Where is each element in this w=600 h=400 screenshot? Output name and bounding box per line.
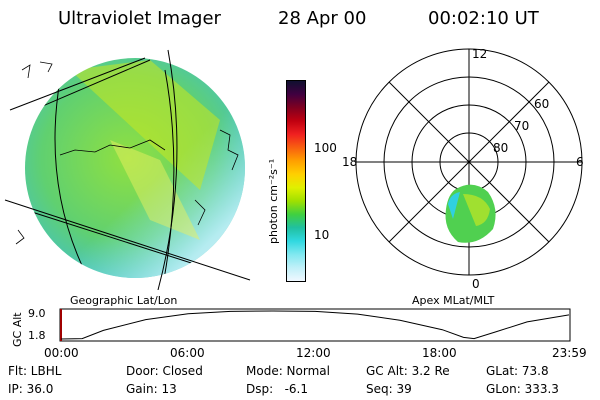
seq-info: Seq: 39	[366, 382, 412, 396]
colorbar-label: photon cm⁻²s⁻¹	[267, 159, 280, 244]
mode-info: Mode: Normal	[246, 364, 330, 378]
altitude-plot: GC Alt 9.0 1.8	[11, 307, 571, 347]
altitude-plot-frame	[59, 308, 571, 342]
altitude-ylabel: GC Alt	[11, 312, 24, 347]
mlt-label-12: 12	[472, 47, 487, 61]
time-label: 00:02:10 UT	[428, 8, 539, 29]
mlt-label-18: 18	[342, 155, 357, 169]
geo-auroral-image	[25, 58, 245, 278]
geo-image-panel	[4, 49, 251, 290]
mlt-label-0: 0	[472, 277, 480, 291]
glat-info: GLat: 73.8	[486, 364, 549, 378]
geo-panel-label: Geographic Lat/Lon	[70, 294, 178, 307]
apex-polar-plot: 12 0 18 6 60 70 80	[342, 47, 584, 291]
colorbar	[286, 80, 306, 282]
filter-info: Flt: LBHL	[8, 364, 62, 378]
gain-info: Gain: 13	[126, 382, 177, 396]
date-label: 28 Apr 00	[278, 8, 367, 29]
altitude-xtick-4: 23:59	[552, 346, 587, 360]
svg-text:photon cm⁻²s⁻¹: photon cm⁻²s⁻¹	[267, 159, 280, 244]
gc-alt-info: GC Alt: 3.2 Re	[366, 364, 450, 378]
altitude-ytick-9: 9.0	[28, 307, 46, 320]
altitude-xtick-0: 00:00	[44, 346, 79, 360]
apex-auroral-oval	[445, 184, 496, 243]
ip-info: IP: 36.0	[8, 382, 54, 396]
altitude-series-line	[60, 310, 570, 340]
door-info: Door: Closed	[126, 364, 203, 378]
altitude-ytick-1.8: 1.8	[28, 329, 46, 342]
mlt-label-6: 6	[576, 155, 584, 169]
colorbar-gradient	[287, 81, 305, 281]
colorbar-tick-100: 100	[314, 141, 337, 155]
mlat-label-80: 80	[493, 141, 508, 155]
altitude-xtick-1: 06:00	[170, 346, 205, 360]
mlat-label-60: 60	[534, 97, 549, 111]
altitude-xtick-2: 12:00	[296, 346, 331, 360]
apex-panel-label: Apex MLat/MLT	[412, 294, 495, 307]
mlat-label-70: 70	[514, 119, 529, 133]
colorbar-tick-10: 10	[314, 228, 330, 242]
altitude-xtick-3: 18:00	[422, 346, 457, 360]
dsp-info: Dsp: -6.1	[246, 382, 309, 396]
instrument-title: Ultraviolet Imager	[58, 8, 221, 29]
glon-info: GLon: 333.3	[486, 382, 559, 396]
